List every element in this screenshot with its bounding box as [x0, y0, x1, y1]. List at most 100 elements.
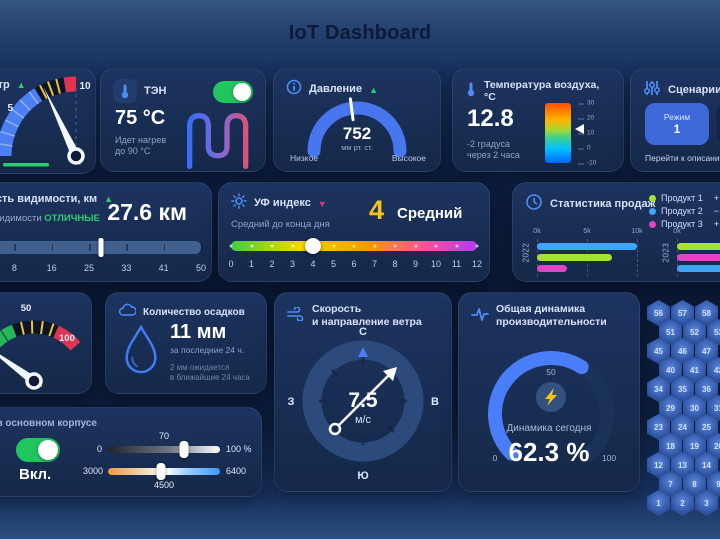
- condition-value: ОТЛИЧНЫЕ: [44, 213, 100, 224]
- uv-slider[interactable]: [229, 238, 479, 254]
- sun-icon: [231, 193, 247, 214]
- scenarios-link[interactable]: Перейти к описанию режимов: [645, 153, 720, 163]
- min-marker: [3, 163, 49, 167]
- scale-tick: 50: [195, 263, 207, 273]
- color-temp-slider[interactable]: [108, 463, 220, 480]
- hex-cell-9[interactable]: 9: [707, 471, 720, 497]
- voltmeter-gauge: 0 5 10: [0, 76, 91, 167]
- sales-title: Статистика продаж: [550, 198, 656, 211]
- temperature-marker: [570, 123, 584, 134]
- track-dot: [250, 244, 253, 248]
- precip-period: за последние 24 ч.: [170, 345, 245, 355]
- pressure-gauge: 752 мм рт. ст.: [307, 97, 407, 158]
- axis-gridline: [637, 239, 638, 277]
- scale-tick: 0: [228, 259, 234, 269]
- pressure-low-label: Низкое: [290, 153, 319, 163]
- visibility-slider[interactable]: [0, 238, 203, 257]
- performance-title-2: производительности: [496, 316, 607, 329]
- legend-item-product-1: Продукт 1 +: [649, 193, 719, 203]
- analog-gauge: 50 100: [0, 303, 81, 390]
- gauge2-label-max: 100: [59, 333, 75, 344]
- hex-cell-3[interactable]: 3: [695, 490, 718, 516]
- hex-cell-34[interactable]: 34: [647, 376, 670, 402]
- uv-value: 4: [369, 195, 385, 225]
- hex-cell-1[interactable]: 1: [647, 490, 670, 516]
- color-temp-handle[interactable]: [156, 463, 166, 480]
- hex-cell-45[interactable]: 45: [647, 338, 670, 364]
- hex-cell-24[interactable]: 24: [671, 414, 694, 440]
- hex-cell-23[interactable]: 23: [647, 414, 670, 440]
- wind-value: 7.5: [348, 389, 378, 412]
- scale-tick: 8: [392, 259, 398, 269]
- mode-2-button[interactable]: Режим 2: [715, 103, 720, 145]
- trend-down-icon: ▼: [317, 198, 327, 209]
- legend-label: Продукт 2: [661, 206, 703, 216]
- temp-scale-tick: -10: [577, 159, 597, 167]
- hex-cell-57[interactable]: 57: [671, 300, 694, 326]
- hex-cell-58[interactable]: 58: [695, 300, 718, 326]
- trend-up-icon: ▲: [16, 80, 26, 91]
- lighting-toggle[interactable]: [16, 438, 60, 462]
- hex-cell-25[interactable]: 25: [695, 414, 718, 440]
- track-tick: [14, 244, 16, 251]
- perf-label-max: 100: [602, 453, 616, 463]
- heater-toggle[interactable]: [213, 81, 253, 103]
- card-performance: Общая динамика производительности 50 0 1…: [458, 292, 640, 492]
- air-temp-title: Температура воздуха, °C: [484, 79, 600, 104]
- card-gauge2: 50 100: [0, 292, 92, 394]
- chart-pl0t-area: 0k 5k 10k: [533, 228, 643, 277]
- hex-cell-2[interactable]: 2: [671, 490, 694, 516]
- wind-title-2: и направление ветра: [312, 316, 422, 329]
- wind-title: Скорость и направление ветра: [312, 303, 422, 329]
- card-pressure: Давление ▲ 752 мм рт. ст. Низкое Высокое: [273, 68, 441, 172]
- lighting-state: Вкл.: [19, 466, 52, 483]
- hex-cell-31[interactable]: 31: [707, 395, 720, 421]
- hex-cell-42[interactable]: 42: [707, 357, 720, 383]
- hex-cell-12[interactable]: 12: [647, 452, 670, 478]
- brightness-slider[interactable]: [108, 441, 220, 458]
- hex-cell-35[interactable]: 35: [671, 376, 694, 402]
- lightning-icon: [545, 388, 557, 406]
- hex-cell-14[interactable]: 14: [695, 452, 718, 478]
- hex-cell-41[interactable]: 41: [683, 357, 706, 383]
- scale-tick: 16: [46, 263, 57, 273]
- air-temp-forecast-1: -2 градуса: [467, 139, 510, 149]
- hex-cell-52[interactable]: 52: [683, 319, 706, 345]
- cloud-icon: [118, 303, 137, 322]
- toggle-knob: [38, 440, 58, 460]
- wind-direction-arrow: [328, 367, 397, 436]
- compass-south: Ю: [357, 470, 368, 482]
- hex-cell-8[interactable]: 8: [683, 471, 706, 497]
- hex-cell-7[interactable]: 7: [659, 471, 682, 497]
- brightness-handle[interactable]: [179, 441, 189, 458]
- visibility-slider-handle[interactable]: [98, 238, 104, 257]
- water-drop-icon: [125, 324, 157, 374]
- hex-cell-47[interactable]: 47: [695, 338, 718, 364]
- hex-cell-46[interactable]: 46: [671, 338, 694, 364]
- hex-cell-30[interactable]: 30: [683, 395, 706, 421]
- uv-slider-knob[interactable]: [305, 238, 321, 254]
- track-tick: [126, 244, 128, 251]
- track-tick: [163, 244, 166, 251]
- scale-tick: 2: [269, 259, 275, 269]
- pressure-title: Давление: [309, 83, 363, 96]
- scale-tick: 3: [289, 259, 296, 269]
- hex-cell-19[interactable]: 19: [683, 433, 706, 459]
- hex-cell-53[interactable]: 53: [707, 319, 720, 345]
- hex-cell-13[interactable]: 13: [671, 452, 694, 478]
- hex-cell-51[interactable]: 51: [659, 319, 682, 345]
- track-dot: [270, 244, 274, 248]
- track-tick: [89, 244, 91, 251]
- scale-tick: 41: [158, 263, 169, 273]
- mode-1-button[interactable]: Режим 1: [645, 103, 709, 145]
- hex-cell-36[interactable]: 36: [695, 376, 718, 402]
- track-dot: [291, 244, 294, 248]
- temp-scale-tick: 0: [578, 144, 591, 152]
- hex-cell-56[interactable]: 56: [647, 300, 670, 326]
- hex-cell-40[interactable]: 40: [659, 357, 682, 383]
- hex-cell-29[interactable]: 29: [659, 395, 682, 421]
- visibility-value: 27.6 км: [107, 199, 187, 225]
- hex-cell-18[interactable]: 18: [659, 433, 682, 459]
- hex-cell-20[interactable]: 20: [707, 433, 720, 459]
